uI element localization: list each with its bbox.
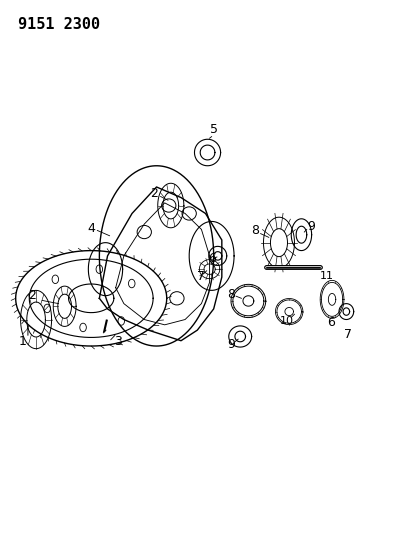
Text: 11: 11 <box>320 271 334 281</box>
Text: 3: 3 <box>114 335 122 348</box>
Text: 2: 2 <box>150 187 158 200</box>
Text: 6: 6 <box>208 252 215 265</box>
Text: 7: 7 <box>344 328 351 341</box>
Text: 5: 5 <box>210 123 218 136</box>
Text: 1: 1 <box>18 335 27 348</box>
Text: 9151 2300: 9151 2300 <box>18 17 100 33</box>
Text: 2: 2 <box>28 289 36 302</box>
Text: 8: 8 <box>227 288 235 301</box>
Text: 10: 10 <box>280 316 294 326</box>
Text: 7: 7 <box>196 270 205 282</box>
Text: 8: 8 <box>251 224 259 237</box>
Text: 6: 6 <box>327 316 335 329</box>
Text: 9: 9 <box>227 338 235 351</box>
Text: 4: 4 <box>87 222 95 235</box>
Text: 9: 9 <box>308 220 316 233</box>
